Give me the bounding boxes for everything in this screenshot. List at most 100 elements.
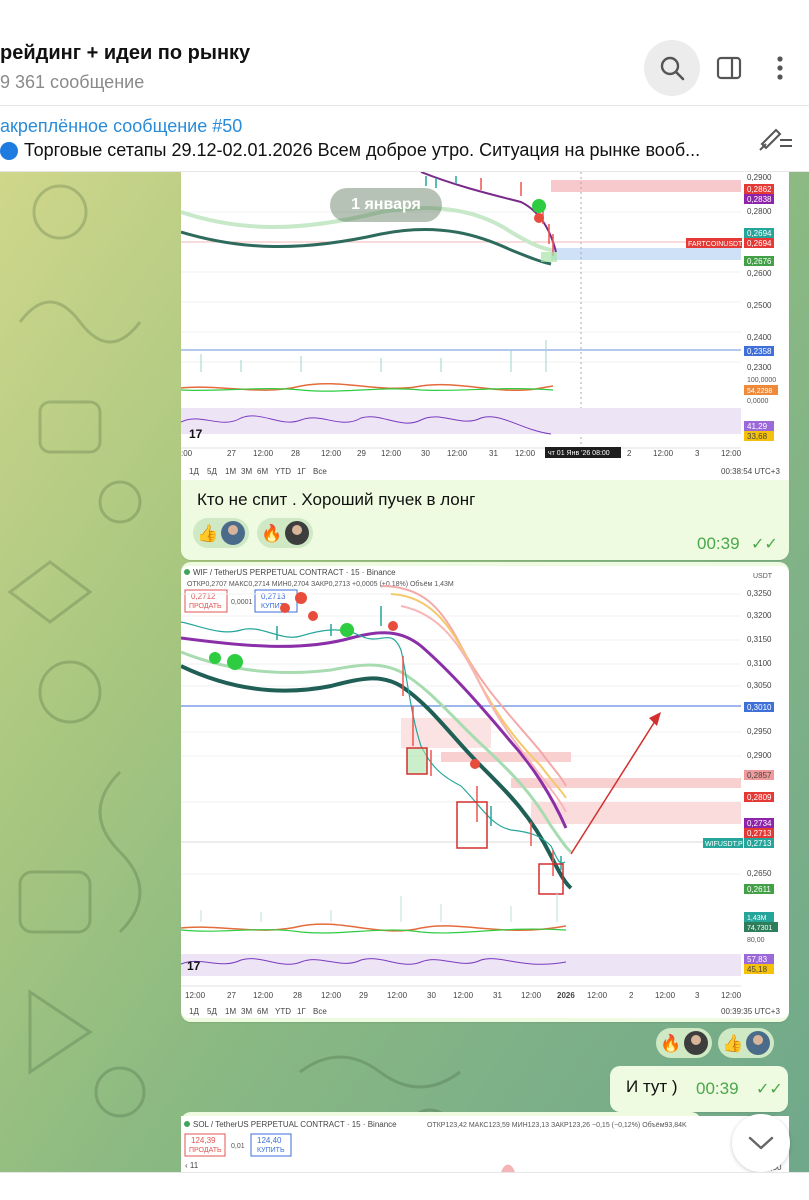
time-tick: 29 bbox=[357, 449, 366, 458]
timeframe-button[interactable]: 5Д bbox=[207, 1007, 217, 1016]
time-tick: 30 bbox=[427, 991, 436, 1000]
time-tick: 12:00 bbox=[321, 449, 342, 458]
search-button[interactable] bbox=[644, 40, 700, 96]
time-tick: 12:00 bbox=[653, 449, 674, 458]
sell-price[interactable]: 0,2712 bbox=[191, 592, 216, 601]
message-time: 00:39 bbox=[696, 1079, 739, 1098]
time-tick: 12:00 bbox=[381, 449, 402, 458]
time-tick: 28 bbox=[293, 991, 302, 1000]
time-tick: 12:00 bbox=[721, 991, 742, 1000]
sidebar-toggle-button[interactable] bbox=[701, 40, 757, 96]
price-tick: 0,3250 bbox=[747, 589, 772, 598]
chart-screenshot[interactable]: SOL / TetherUS PERPETUAL CONTRACT · 15 ·… bbox=[181, 1116, 789, 1172]
chart-clock: 00:39:35 UTC+3 bbox=[721, 1007, 780, 1016]
reaction-fire[interactable]: 🔥 bbox=[257, 518, 314, 548]
pinned-list-button[interactable] bbox=[758, 126, 794, 157]
pinned-label: акреплённое сообщение #50 bbox=[0, 116, 243, 136]
timeframe-button[interactable]: 1Д bbox=[189, 467, 199, 476]
timeframe-button[interactable]: YTD bbox=[275, 1007, 291, 1016]
message-bubble[interactable]: WIF / TetherUS PERPETUAL CONTRACT · 15 ·… bbox=[181, 562, 789, 1022]
wif-chart: WIF / TetherUS PERPETUAL CONTRACT · 15 ·… bbox=[181, 566, 789, 1018]
timeframe-button[interactable]: 1М bbox=[225, 467, 236, 476]
avatar bbox=[746, 1031, 771, 1055]
timeframe-button[interactable]: 5Д bbox=[207, 467, 217, 476]
price-tick: 0,2300 bbox=[747, 363, 772, 372]
sell-button[interactable]: ПРОДАТЬ bbox=[189, 603, 222, 610]
reaction-thumbs-up[interactable]: 👍 bbox=[718, 1028, 775, 1058]
reaction-emoji: 👍 bbox=[722, 1033, 744, 1053]
message-bubble[interactable]: SOL / TetherUS PERPETUAL CONTRACT · 15 ·… bbox=[181, 1112, 789, 1172]
time-tick: 12:00 bbox=[587, 991, 608, 1000]
avatar bbox=[684, 1031, 709, 1055]
reaction-emoji: 🔥 bbox=[261, 523, 283, 543]
timeframe-button[interactable]: 6М bbox=[257, 1007, 268, 1016]
message-bubble[interactable]: 0,2900 0,2862 0,2838 0,2800 0,2694 FARTC… bbox=[181, 172, 789, 560]
timeframe-button[interactable]: 1М bbox=[225, 1007, 236, 1016]
time-tick: :00 bbox=[181, 449, 193, 458]
spread: 0,0001 bbox=[231, 599, 253, 606]
time-tick: 31 bbox=[493, 991, 502, 1000]
pinned-text: Торговые сетапы 29.12-02.01.2026 Всем до… bbox=[24, 140, 701, 160]
symbol-tag: WIFUSDT.P bbox=[705, 841, 743, 848]
time-tick: 3 bbox=[695, 991, 700, 1000]
scroll-down-button[interactable] bbox=[732, 1114, 790, 1172]
price-tick: 1,43M bbox=[747, 915, 767, 922]
blue-circle-icon bbox=[0, 141, 18, 160]
timeframe-button[interactable]: 1Г bbox=[297, 1007, 306, 1016]
price-tick: 0,2400 bbox=[747, 333, 772, 342]
chat-area[interactable]: 0,2900 0,2862 0,2838 0,2800 0,2694 FARTC… bbox=[0, 172, 809, 1172]
time-tick: 12:00 bbox=[721, 449, 742, 458]
buy-button[interactable]: КУПИТЬ bbox=[261, 603, 289, 610]
price-tick: 0,2950 bbox=[747, 727, 772, 736]
chat-title[interactable]: рейдинг + идеи по рынку bbox=[0, 42, 251, 64]
message-bubble[interactable]: И тут ) 00:39 ✓✓ bbox=[610, 1066, 788, 1112]
timeframe-button[interactable]: 6М bbox=[257, 467, 268, 476]
price-tick: 0,2358 bbox=[747, 347, 772, 356]
buy-price[interactable]: 124,40 bbox=[257, 1136, 282, 1145]
reaction-fire[interactable]: 🔥 bbox=[656, 1028, 713, 1058]
buy-button[interactable]: КУПИТЬ bbox=[257, 1147, 285, 1154]
wallpaper-doodles bbox=[7, 184, 461, 1156]
price-tick: 0,0000 bbox=[747, 398, 769, 405]
price-tick: 0,2694 bbox=[747, 239, 772, 248]
price-tick: 54,2298 bbox=[747, 388, 772, 395]
sell-button[interactable]: ПРОДАТЬ bbox=[189, 1147, 222, 1154]
time-tick: 2 bbox=[629, 991, 634, 1000]
chart-screenshot[interactable]: 0,2900 0,2862 0,2838 0,2800 0,2694 FARTC… bbox=[181, 172, 789, 480]
timeframe-button[interactable]: Все bbox=[313, 1007, 327, 1016]
timeframe-button[interactable]: 3М bbox=[241, 1007, 252, 1016]
chart-currency: USDT bbox=[753, 573, 773, 580]
time-cursor: чт 01 Янв '26 08:00 bbox=[548, 450, 610, 457]
price-tick: 74,7301 bbox=[747, 925, 772, 932]
reaction-thumbs-up[interactable]: 👍 bbox=[193, 518, 250, 548]
chart-screenshot[interactable]: WIF / TetherUS PERPETUAL CONTRACT · 15 ·… bbox=[181, 566, 789, 1018]
price-tick: 0,2809 bbox=[747, 793, 772, 802]
time-tick: 12:00 bbox=[387, 991, 408, 1000]
more-options-button[interactable] bbox=[752, 40, 808, 96]
timeframe-button[interactable]: 3М bbox=[241, 467, 252, 476]
price-tick: 0,2734 bbox=[747, 819, 772, 828]
message-composer[interactable] bbox=[0, 1172, 809, 1200]
avatar bbox=[285, 521, 310, 545]
message-count: 9 361 сообщение bbox=[0, 72, 145, 92]
sell-price[interactable]: 124,39 bbox=[191, 1136, 216, 1145]
price-tick: 0,2650 bbox=[747, 869, 772, 878]
timeframe-button[interactable]: Все bbox=[313, 467, 327, 476]
more-vertical-icon bbox=[777, 56, 783, 80]
message-text: И тут ) bbox=[626, 1077, 678, 1096]
price-tick: 57,83 bbox=[747, 955, 768, 964]
price-tick: 0,2713 bbox=[747, 829, 772, 838]
pinned-preview: Торговые сетапы 29.12-02.01.2026 Всем до… bbox=[0, 140, 700, 161]
time-tick: 31 bbox=[489, 449, 498, 458]
timeframe-button[interactable]: YTD bbox=[275, 467, 291, 476]
tradingview-logo: 17 bbox=[189, 427, 203, 441]
pinned-message-bar[interactable]: акреплённое сообщение #50 Торговые сетап… bbox=[0, 106, 809, 172]
buy-price[interactable]: 0,2713 bbox=[261, 592, 286, 601]
timeframe-button[interactable]: 1Д bbox=[189, 1007, 199, 1016]
pin-list-icon bbox=[759, 128, 792, 151]
price-tick: 80,00 bbox=[747, 937, 765, 944]
timeframe-button[interactable]: 1Г bbox=[297, 467, 306, 476]
price-tick: 0,2600 bbox=[747, 269, 772, 278]
time-tick: 29 bbox=[359, 991, 368, 1000]
chart-ohlc: ОТКР0,2707 МАКС0,2714 МИН0,2704 ЗАКР0,27… bbox=[187, 580, 454, 588]
